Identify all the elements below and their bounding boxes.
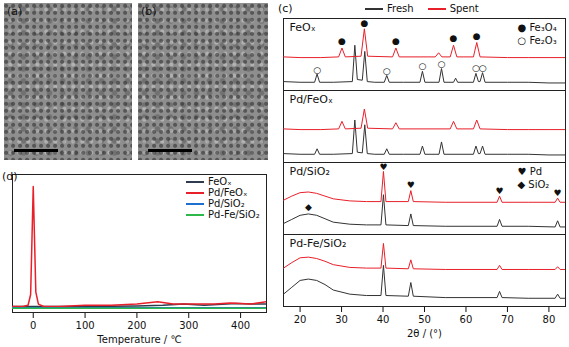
svg-text:Pd/FeOₓ: Pd/FeOₓ xyxy=(290,93,333,106)
svg-text:400: 400 xyxy=(231,320,250,331)
svg-text:300: 300 xyxy=(179,320,198,331)
html-text:Spent: Spent xyxy=(449,3,479,14)
svg-text:Temperature / ℃: Temperature / ℃ xyxy=(96,334,181,345)
svg-text:30: 30 xyxy=(335,314,348,325)
html-text:(a): (a) xyxy=(7,5,23,18)
html-text:(c): (c) xyxy=(278,2,293,15)
svg-text:0: 0 xyxy=(30,320,36,331)
svg-text:Pd/SiO₂: Pd/SiO₂ xyxy=(290,165,330,178)
svg-text:◆ SiO₂: ◆ SiO₂ xyxy=(518,179,550,190)
svg-text:50: 50 xyxy=(418,314,431,325)
svg-text:○: ○ xyxy=(383,65,391,75)
svg-text:○: ○ xyxy=(438,59,446,69)
svg-text:100: 100 xyxy=(76,320,95,331)
html-text:Pd/FeOₓ: Pd/FeOₓ xyxy=(208,187,248,198)
svg-text:○ Fe₂O₃: ○ Fe₂O₃ xyxy=(518,35,557,46)
svg-text:FeOₓ: FeOₓ xyxy=(290,21,316,34)
svg-text:○: ○ xyxy=(479,63,487,73)
html-text:(b): (b) xyxy=(141,5,157,18)
svg-text:Pd-Fe/SiO₂: Pd-Fe/SiO₂ xyxy=(290,237,347,250)
svg-text:♥: ♥ xyxy=(496,185,504,195)
svg-text:♥: ♥ xyxy=(407,180,415,190)
svg-text:60: 60 xyxy=(460,314,473,325)
svg-text:70: 70 xyxy=(501,314,514,325)
html-text:Fresh: Fresh xyxy=(387,3,414,14)
svg-text:○: ○ xyxy=(313,65,321,75)
html-text:FeOₓ: FeOₓ xyxy=(208,176,232,187)
svg-text:80: 80 xyxy=(543,314,556,325)
svg-text:♥: ♥ xyxy=(379,162,387,171)
svg-text:●: ● xyxy=(473,31,481,41)
html-text:Pd-Fe/SiO₂: Pd-Fe/SiO₂ xyxy=(208,209,260,220)
html-text:(d): (d) xyxy=(2,170,18,183)
svg-text:●: ● xyxy=(392,36,400,46)
svg-text:● Fe₃O₄: ● Fe₃O₄ xyxy=(518,22,557,33)
svg-text:●: ● xyxy=(338,36,346,46)
svg-text:●: ● xyxy=(450,33,458,43)
html-text:Pd/SiO₂: Pd/SiO₂ xyxy=(208,198,245,209)
svg-text:○: ○ xyxy=(418,61,426,71)
svg-text:2θ / (°): 2θ / (°) xyxy=(407,328,442,339)
svg-text:♥ Pd: ♥ Pd xyxy=(518,166,543,177)
svg-text:●: ● xyxy=(360,17,368,27)
svg-text:20: 20 xyxy=(294,314,307,325)
svg-text:40: 40 xyxy=(377,314,390,325)
svg-text:◆: ◆ xyxy=(305,202,312,212)
svg-text:♥: ♥ xyxy=(554,188,562,198)
svg-text:200: 200 xyxy=(127,320,146,331)
